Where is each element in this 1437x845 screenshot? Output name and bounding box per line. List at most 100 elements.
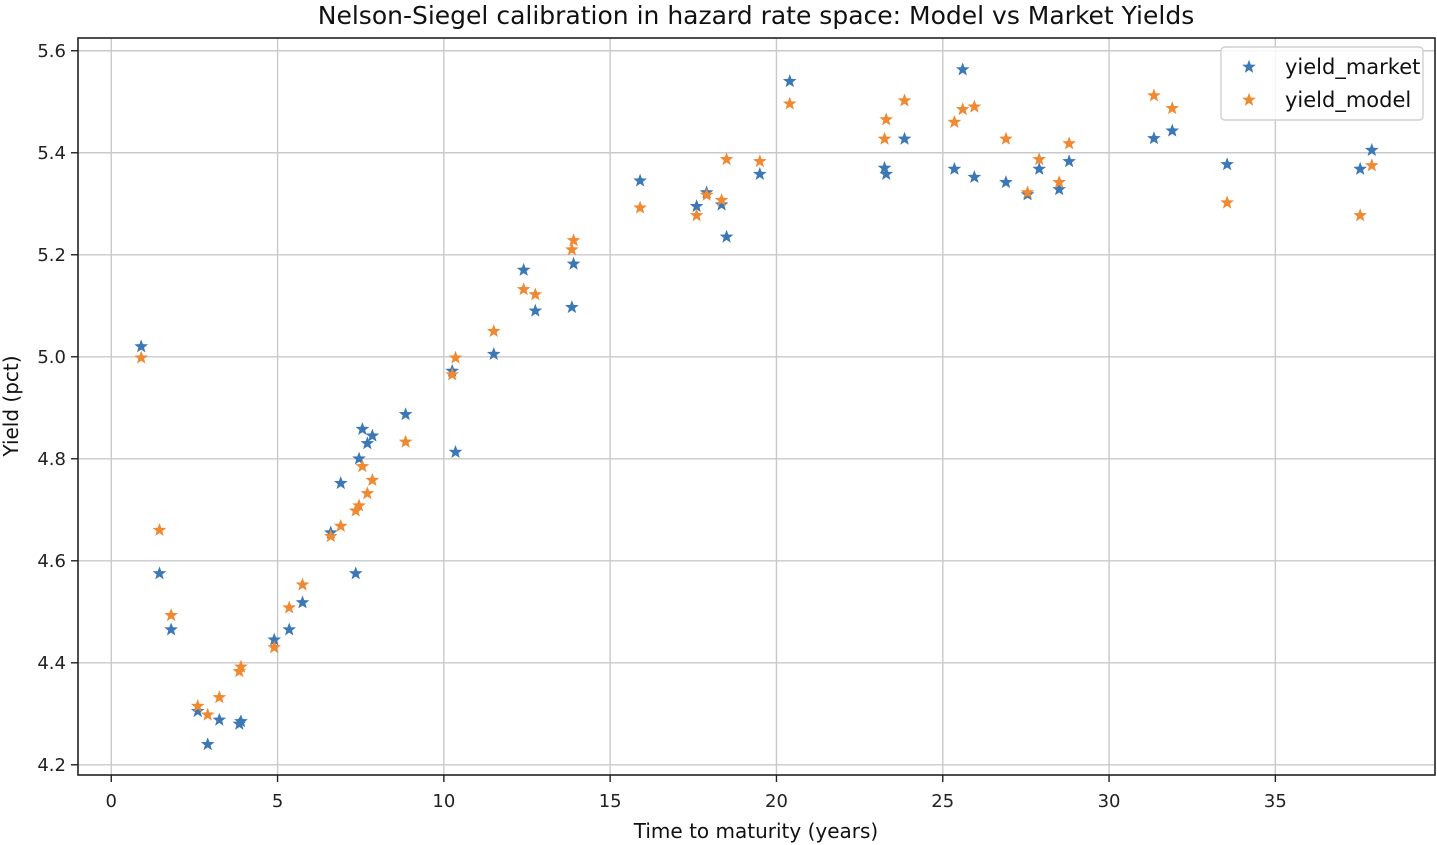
legend-label-yield-market: yield_market (1285, 55, 1420, 80)
yield-market-point (164, 622, 178, 636)
yield-model-point (212, 690, 227, 704)
yield-market-point (955, 62, 970, 76)
y-tick-label: 4.4 (37, 653, 66, 674)
yield-market-point (566, 256, 581, 270)
yield-model-point (445, 367, 460, 381)
yield-model-point (1165, 101, 1180, 115)
yield-model-point (1052, 175, 1067, 189)
yield-market-point (689, 199, 704, 213)
yield-market-point (348, 566, 363, 580)
yield-model-point (565, 242, 579, 256)
yield-market-point (752, 166, 767, 180)
x-tick-label: 5 (272, 791, 283, 812)
yield-model-point (267, 640, 282, 654)
yield-market-point (360, 436, 375, 450)
yield-model-point (1147, 88, 1161, 102)
yield-market-point (528, 303, 543, 317)
yield-market-point (967, 170, 982, 184)
yield-market-point (200, 737, 215, 751)
yield-market-point (1364, 143, 1379, 157)
legend-marker-yield-market (1242, 59, 1256, 73)
yield-model-point (947, 114, 962, 128)
yield-market-point (947, 161, 962, 175)
yield-model-point (897, 93, 912, 107)
yield-market-point (782, 74, 797, 88)
yield-model-point (152, 522, 167, 537)
x-tick-label: 20 (765, 791, 788, 812)
data-points (134, 62, 1379, 751)
yield-market-point (714, 197, 729, 211)
yield-market-point (152, 566, 167, 580)
yield-market-point (1165, 123, 1180, 137)
yield-market-point (295, 595, 310, 609)
yield-market-point (1062, 154, 1076, 168)
yield-market-point (1032, 161, 1047, 175)
yield-model-point (323, 529, 338, 543)
yield-market-point (352, 451, 366, 465)
chart-title: Nelson-Siegel calibration in hazard rate… (318, 1, 1194, 30)
yield-model-point (1364, 158, 1379, 172)
x-tick-label: 35 (1264, 791, 1287, 812)
axis-ticks: 0 5 10 15 20 25 30 35 4.2 4.4 4.6 4.8 5.0 5.2 5.4 5.6 (37, 41, 1286, 812)
y-tick-label: 4.8 (37, 449, 66, 470)
yield-model-point (516, 282, 531, 296)
yield-market-point (1147, 131, 1161, 145)
yield-model-point (448, 350, 463, 364)
yield-model-point (164, 608, 178, 622)
y-axis-label: Yield (pct) (0, 355, 23, 457)
yield-market-point (282, 622, 297, 636)
yield-model-point (699, 187, 714, 201)
x-tick-label: 0 (106, 791, 117, 812)
yield-market-point (877, 160, 892, 174)
yield-model-point (282, 600, 297, 614)
yield-market-point (355, 422, 370, 436)
yield-model-point (967, 99, 982, 113)
yield-model-point (999, 131, 1013, 145)
yield-market-point (234, 714, 248, 728)
yield-market-point (1052, 182, 1067, 196)
yield-model-point (1020, 185, 1035, 199)
x-axis-label: Time to maturity (years) (633, 819, 878, 843)
x-tick-label: 10 (432, 791, 455, 812)
yield-market-point (486, 347, 501, 361)
yield-model-point (689, 208, 704, 222)
yield-market-point (1220, 157, 1234, 171)
series-yield-model (134, 88, 1379, 721)
legend-label-yield-model: yield_model (1285, 88, 1411, 113)
plot-area-frame (77, 37, 1436, 776)
yield-model-point (200, 707, 215, 721)
legend-marker-yield-model (1242, 92, 1256, 106)
yield-model-point (1220, 195, 1234, 209)
yield-model-point (355, 459, 370, 473)
yield-model-point (879, 112, 894, 126)
yield-model-point (566, 233, 581, 247)
x-tick-label: 25 (931, 791, 954, 812)
yield-model-point (1062, 136, 1076, 150)
yield-market-point (267, 632, 282, 646)
yield-model-point (1032, 152, 1047, 166)
yield-model-point (190, 698, 205, 712)
yield-model-point (134, 350, 149, 364)
y-tick-label: 4.6 (37, 551, 66, 572)
yield-model-point (752, 154, 767, 168)
yield-market-point (565, 300, 579, 314)
yield-model-point (528, 287, 543, 301)
yield-model-point (398, 434, 413, 448)
yield-market-point (719, 229, 734, 243)
grid-lines (78, 38, 1435, 775)
x-tick-label: 30 (1098, 791, 1121, 812)
yield-model-point (782, 96, 797, 110)
legend: yield_market yield_model (1220, 46, 1424, 121)
yield-model-point (719, 152, 734, 166)
yield-model-point (955, 102, 970, 116)
y-tick-label: 5.6 (37, 41, 66, 62)
yield-market-point (879, 166, 894, 180)
yield-market-point (999, 175, 1013, 189)
yield-model-point (1353, 208, 1368, 222)
yield-model-point (486, 324, 501, 338)
yield-model-point (333, 518, 348, 532)
yield-market-point (190, 704, 205, 718)
legend-box (1220, 46, 1424, 121)
yield-market-point (398, 407, 413, 421)
